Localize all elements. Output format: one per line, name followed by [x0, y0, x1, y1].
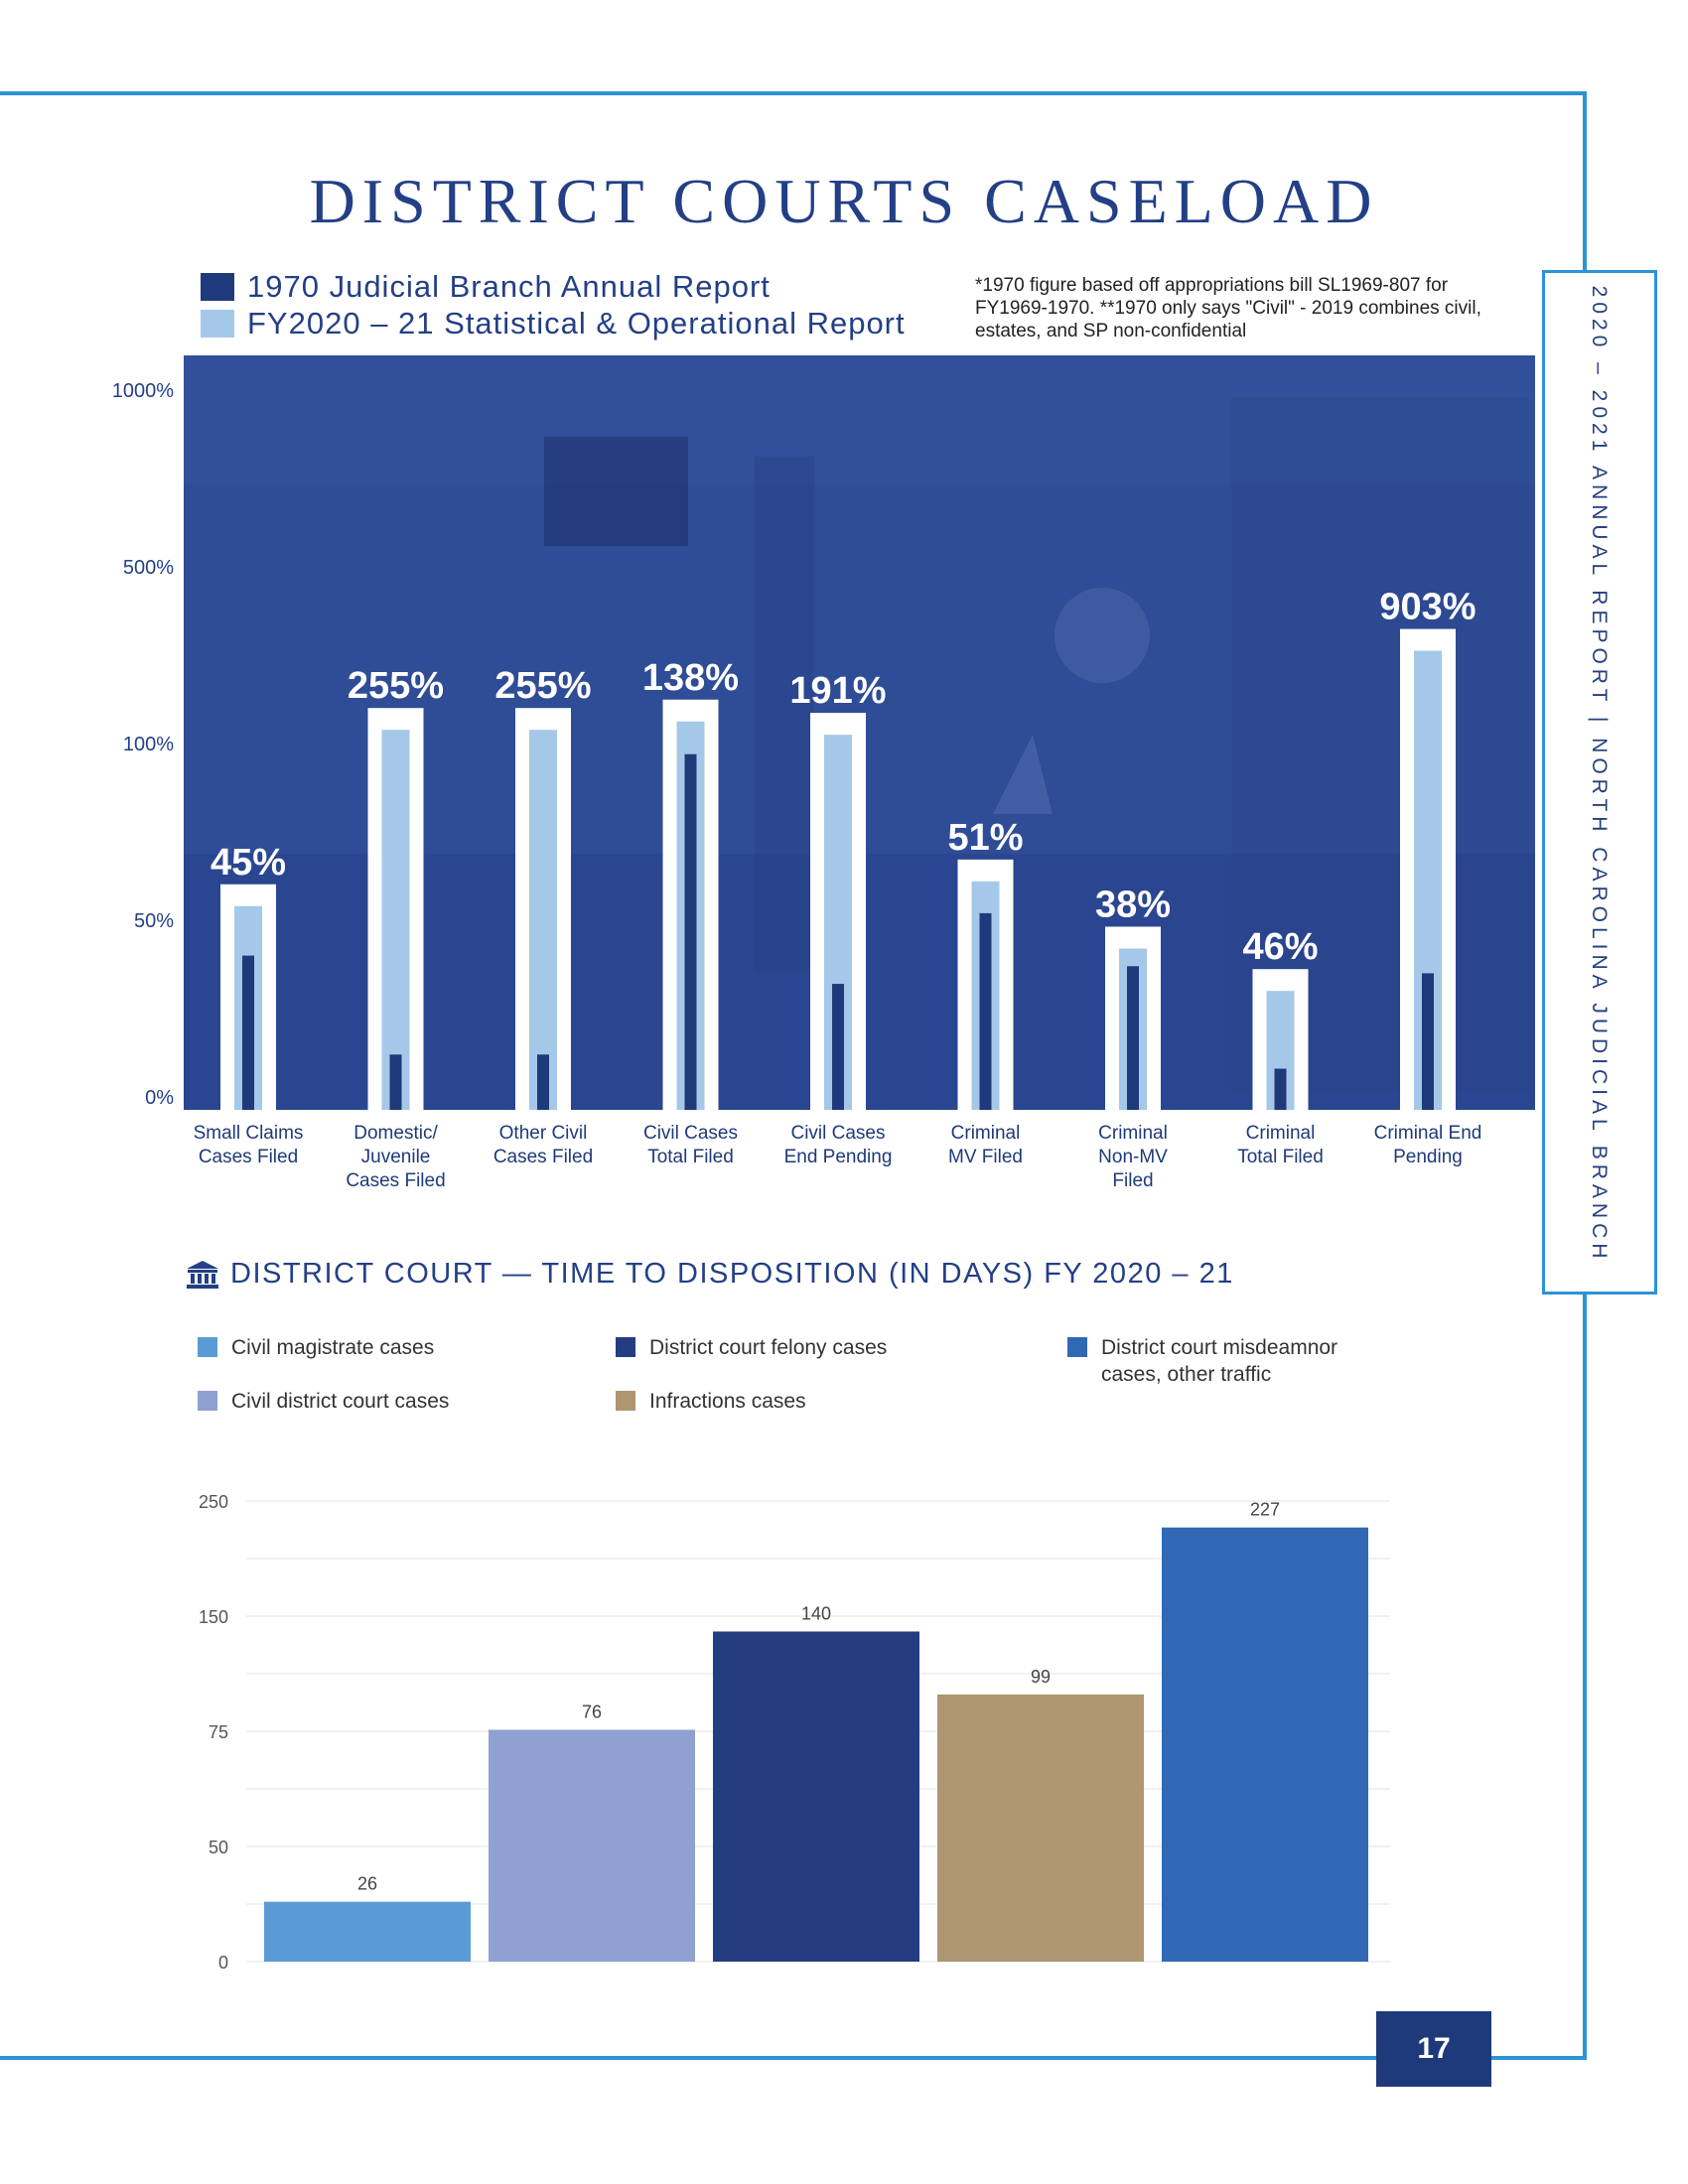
legend-item-civil-district: Civil district court cases — [198, 1388, 449, 1415]
category-label: Criminal — [951, 1123, 1021, 1144]
chart1-footnote: *1970 figure based off appropriations bi… — [975, 275, 1481, 341]
category-label: Total Filed — [647, 1147, 734, 1167]
legend-label-civil-magistrate: Civil magistrate cases — [231, 1336, 435, 1359]
category-label: Cases Filed — [199, 1147, 298, 1167]
page-frame-bottom — [0, 2056, 1586, 2060]
bar-2021 — [381, 730, 410, 1110]
bar-2021 — [529, 730, 557, 1110]
category-label: Total Filed — [1237, 1147, 1324, 1167]
data-label: 227 — [1250, 1500, 1280, 1520]
y-tick-label: 0 — [218, 1953, 228, 1973]
category-label: Cases Filed — [346, 1170, 445, 1191]
legend-label-infractions: Infractions cases — [649, 1390, 806, 1413]
chart1-legend: 1970 Judicial Branch Annual Report FY202… — [201, 268, 906, 341]
data-label: 99 — [1031, 1667, 1051, 1687]
change-label: 46% — [1242, 926, 1318, 968]
disposition-heading: DISTRICT COURT — TIME TO DISPOSITION (IN… — [185, 1258, 1234, 1291]
change-label: 255% — [348, 665, 444, 707]
bar-1970 — [832, 984, 844, 1110]
page-frame-top — [0, 91, 1586, 95]
category-label: Small Claims — [194, 1123, 304, 1144]
category-label: MV Filed — [948, 1147, 1023, 1167]
y-tick-label: 150 — [199, 1607, 228, 1627]
bar-1970 — [242, 955, 254, 1110]
change-label: 51% — [947, 817, 1023, 859]
legend-swatch-infractions — [616, 1391, 635, 1411]
category-label: Non-MV — [1098, 1147, 1168, 1167]
category-label: Filed — [1112, 1170, 1153, 1191]
category-label: Criminal End — [1374, 1123, 1482, 1144]
legend-item-misdemeanor: District court misdeamnor cases, other t… — [1067, 1334, 1385, 1388]
page-title: DISTRICT COURTS CASELOAD — [309, 166, 1379, 236]
legend-label-felony: District court felony cases — [649, 1336, 888, 1359]
legend-label-civil-district: Civil district court cases — [231, 1390, 450, 1413]
bar-1970 — [1274, 1068, 1287, 1110]
legend-swatch-1970 — [201, 272, 234, 301]
legend-label-2021: FY2020 – 21 Statistical & Operational Re… — [247, 305, 906, 341]
legend-swatch-felony — [616, 1337, 635, 1357]
y-tick-label: 50% — [134, 910, 174, 932]
bar-1970 — [979, 912, 992, 1110]
bar — [713, 1631, 919, 1962]
legend-item-civil-magistrate: Civil magistrate cases — [198, 1334, 434, 1361]
legend-swatch-civil-district — [198, 1391, 217, 1411]
y-tick-label: 50 — [209, 1838, 228, 1857]
legend-item-2021: FY2020 – 21 Statistical & Operational Re… — [201, 305, 906, 341]
change-label: 138% — [642, 657, 739, 699]
disposition-heading-text: DISTRICT COURT — TIME TO DISPOSITION (IN… — [230, 1258, 1234, 1290]
category-label: Cases Filed — [493, 1147, 593, 1167]
category-label: Civil Cases — [790, 1123, 885, 1144]
legend-swatch-2021 — [201, 309, 234, 338]
bar — [1162, 1527, 1368, 1962]
category-label: Juvenile — [361, 1147, 431, 1167]
y-tick-label: 500% — [123, 557, 174, 579]
bar — [489, 1729, 695, 1962]
legend-label-1970: 1970 Judicial Branch Annual Report — [247, 268, 771, 304]
data-label: 26 — [357, 1874, 377, 1894]
y-tick-label: 75 — [209, 1722, 228, 1742]
caseload-chart: 0% 50% 100% 500% 1000% 45% Small Claims Cases F… — [112, 355, 1535, 1191]
change-label: 903% — [1379, 587, 1476, 628]
legend-swatch-misdemeanor — [1067, 1337, 1087, 1357]
change-label: 45% — [211, 842, 286, 884]
change-label: 38% — [1095, 884, 1171, 925]
bar-1970 — [537, 1054, 549, 1110]
bar-1970 — [1422, 973, 1434, 1110]
disposition-chart: 0 50 75 150 250 26 76 140 99 227 — [199, 1492, 1390, 1973]
legend-item-infractions: Infractions cases — [616, 1388, 806, 1415]
y-tick-label: 250 — [199, 1492, 228, 1512]
side-banner-box — [1542, 270, 1657, 1295]
bar-1970 — [684, 753, 697, 1110]
bar-1970 — [1127, 966, 1139, 1110]
legend-swatch-civil-magistrate — [198, 1337, 217, 1357]
category-label: Criminal — [1246, 1123, 1316, 1144]
courthouse-icon — [187, 1260, 218, 1289]
y-tick-label: 100% — [123, 734, 174, 755]
bar — [264, 1901, 471, 1962]
legend-item-1970: 1970 Judicial Branch Annual Report — [201, 268, 906, 305]
bar — [937, 1694, 1144, 1962]
category-label: Criminal — [1098, 1123, 1168, 1144]
category-label: Domestic/ — [353, 1123, 438, 1144]
photo-tv-screen — [544, 437, 688, 546]
page-number: 17 — [1376, 2011, 1491, 2087]
y-tick-label: 1000% — [112, 380, 174, 402]
photo-flag — [993, 735, 1053, 814]
legend-label-misdemeanor: District court misdeamnor cases, other t… — [1101, 1336, 1338, 1386]
data-label: 76 — [582, 1702, 602, 1721]
data-label: 140 — [801, 1603, 831, 1623]
y-tick-label: 0% — [145, 1087, 174, 1109]
bar-1970 — [389, 1054, 402, 1110]
category-label: Civil Cases — [643, 1123, 738, 1144]
photo-ceiling — [184, 355, 1535, 484]
legend-item-felony: District court felony cases — [616, 1334, 887, 1361]
category-label: Other Civil — [499, 1123, 588, 1144]
change-label: 191% — [789, 670, 886, 712]
change-label: 255% — [494, 665, 591, 707]
photo-state-seal — [1055, 588, 1150, 683]
category-label: End Pending — [784, 1147, 893, 1167]
side-banner-text: 2020 – 2021 ANNUAL REPORT | NORTH CAROLI… — [1588, 285, 1611, 1264]
category-label: Pending — [1393, 1147, 1463, 1167]
